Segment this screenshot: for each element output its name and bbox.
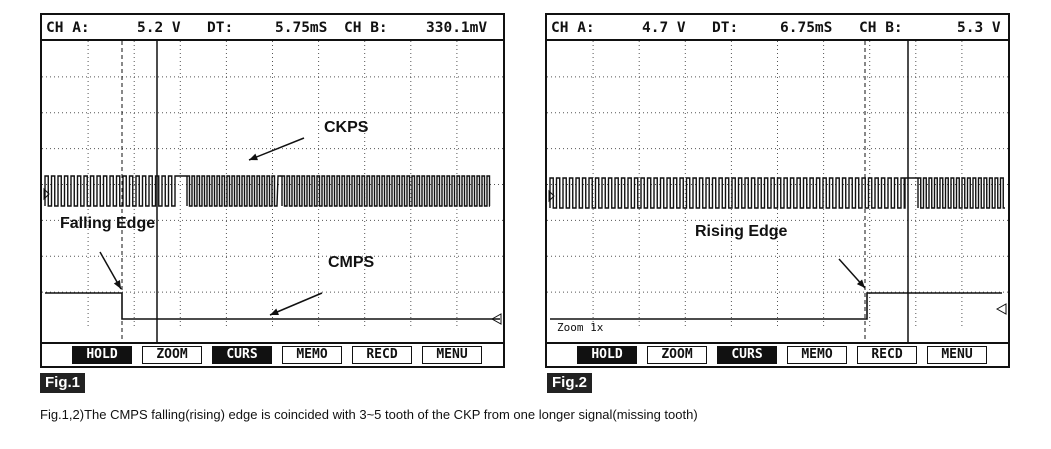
dt-label: DT:: [207, 20, 234, 36]
ckps-waveform: [549, 177, 1005, 209]
oscilloscope-screen-1: CH A: 5.2 V DT: 5.75mS CH B: 330.1mV CKP…: [40, 13, 505, 368]
zoom-button[interactable]: ZOOM: [142, 346, 202, 364]
figure-caption: Fig.1,2)The CMPS falling(rising) edge is…: [40, 407, 698, 422]
falling-edge-label: Falling Edge: [60, 215, 156, 232]
cmps-waveform: [45, 292, 500, 320]
ckps-waveform: [44, 175, 491, 207]
curs-button[interactable]: CURS: [717, 346, 777, 364]
waveform-display-2: [547, 41, 1008, 352]
fig-2-tag: Fig.2: [547, 373, 593, 393]
curs-button[interactable]: CURS: [212, 346, 272, 364]
menu-button[interactable]: MENU: [927, 346, 987, 364]
cmps-arrow: [269, 292, 323, 316]
hold-button[interactable]: HOLD: [577, 346, 637, 364]
ch-a-value: 4.7 V: [642, 20, 686, 36]
ch-b-label: CH B:: [344, 20, 388, 36]
ch-a-marker: [548, 189, 555, 203]
cmps-label: CMPS: [328, 254, 375, 271]
scope-header-2: CH A: 4.7 V DT: 6.75mS CH B: 5.3 V: [547, 15, 1008, 41]
ch-b-marker: [995, 303, 1007, 315]
ch-b-value: 330.1mV: [426, 20, 488, 36]
rising-edge-label: Rising Edge: [695, 223, 788, 240]
waveform-display-1: [42, 41, 503, 352]
ch-a-label: CH A:: [551, 20, 595, 36]
ch-a-label: CH A:: [46, 20, 90, 36]
recd-button[interactable]: RECD: [857, 346, 917, 364]
ch-a-marker: [43, 187, 50, 201]
fig-1-tag: Fig.1: [40, 373, 86, 393]
recd-button[interactable]: RECD: [352, 346, 412, 364]
rising-edge-arrow-head: [856, 279, 865, 288]
dt-value: 6.75mS: [780, 20, 833, 36]
memo-button[interactable]: MEMO: [282, 346, 342, 364]
menu-button[interactable]: MENU: [422, 346, 482, 364]
ch-a-value: 5.2 V: [137, 20, 181, 36]
cmps-waveform: [550, 292, 1002, 320]
dt-value: 5.75mS: [275, 20, 328, 36]
ch-b-label: CH B:: [859, 20, 903, 36]
zoom-button[interactable]: ZOOM: [647, 346, 707, 364]
hold-button[interactable]: HOLD: [72, 346, 132, 364]
zoom-level-label: Zoom 1x: [557, 321, 604, 334]
memo-button[interactable]: MEMO: [787, 346, 847, 364]
scope-button-bar-2: HOLD ZOOM CURS MEMO RECD MENU: [547, 342, 1008, 366]
scope-header-1: CH A: 5.2 V DT: 5.75mS CH B: 330.1mV: [42, 15, 503, 41]
dt-label: DT:: [712, 20, 739, 36]
cmps-arrow-head: [270, 308, 279, 315]
oscilloscope-screen-2: CH A: 4.7 V DT: 6.75mS CH B: 5.3 V Risin…: [545, 13, 1010, 368]
falling-edge-arrow-head: [113, 280, 121, 289]
ch-b-marker: [490, 313, 502, 325]
ckps-arrow-head: [249, 153, 258, 161]
ch-b-value: 5.3 V: [957, 20, 1001, 36]
scope-button-bar-1: HOLD ZOOM CURS MEMO RECD MENU: [42, 342, 503, 366]
ckps-arrow: [248, 137, 305, 161]
ckps-label: CKPS: [324, 119, 369, 136]
